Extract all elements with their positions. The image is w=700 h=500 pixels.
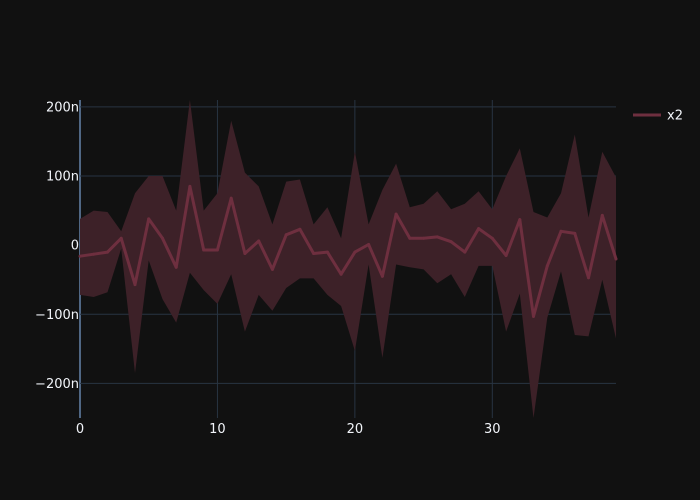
data-point[interactable] [367,243,371,246]
tick-label-layer: 0 10 20 30 200n 100n 0 −100n −200n [35,100,501,437]
y-tick-label: 0 [71,239,79,254]
data-point[interactable] [229,196,233,200]
data-point[interactable] [188,184,192,188]
data-point[interactable] [408,236,412,240]
series-line-x2 [79,184,618,318]
data-point[interactable] [504,254,508,257]
y-tick-label: 100n [46,170,79,185]
data-point[interactable] [490,236,494,240]
data-point[interactable] [312,252,316,255]
confidence-band [80,100,616,418]
data-point[interactable] [339,272,343,276]
data-point[interactable] [78,254,82,258]
data-point[interactable] [532,314,535,318]
series-line-layer [79,184,618,318]
x-tick-label: 0 [76,422,84,437]
data-point[interactable] [422,236,426,240]
data-point[interactable] [147,217,151,221]
confidence-band-layer [80,100,616,418]
data-point[interactable] [202,248,206,252]
data-point[interactable] [298,227,302,231]
data-point[interactable] [133,283,137,287]
data-point[interactable] [614,257,618,261]
x-tick-label: 30 [484,422,501,437]
data-point[interactable] [600,213,604,217]
data-point[interactable] [161,236,164,240]
data-point[interactable] [559,229,563,233]
series-point-layer [78,184,618,318]
data-point[interactable] [284,233,288,237]
data-point[interactable] [325,250,329,254]
data-point[interactable] [477,227,481,231]
x-tick-label: 20 [347,422,364,437]
data-point[interactable] [573,231,577,235]
y-tick-label: −200n [35,377,79,392]
data-point[interactable] [518,218,522,222]
legend[interactable]: x2 [633,109,683,124]
data-point[interactable] [106,250,109,254]
data-point[interactable] [353,250,357,254]
data-point[interactable] [394,212,398,216]
data-point[interactable] [174,265,178,269]
data-point[interactable] [380,274,384,278]
legend-label-x2: x2 [667,109,683,124]
data-point[interactable] [92,252,96,256]
data-point[interactable] [587,276,590,280]
data-point[interactable] [435,235,439,239]
y-tick-label: 200n [46,100,79,115]
x-tick-label: 10 [209,422,226,437]
y-tick-label: −100n [35,308,79,323]
data-point[interactable] [270,267,274,271]
data-point[interactable] [119,236,123,240]
data-point[interactable] [449,240,453,244]
data-point[interactable] [243,252,247,255]
data-point[interactable] [257,239,261,243]
data-point[interactable] [463,250,467,254]
data-point[interactable] [545,264,549,268]
data-point[interactable] [215,248,219,252]
